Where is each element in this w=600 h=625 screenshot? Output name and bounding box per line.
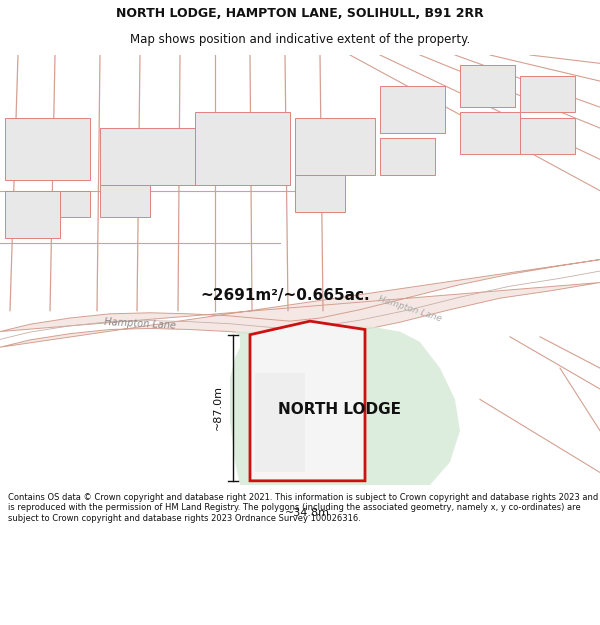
Polygon shape [255, 373, 305, 472]
Bar [520, 118, 575, 154]
Bar [5, 191, 60, 238]
Bar [295, 118, 375, 175]
Text: NORTH LODGE, HAMPTON LANE, SOLIHULL, B91 2RR: NORTH LODGE, HAMPTON LANE, SOLIHULL, B91… [116, 8, 484, 20]
Bar [460, 66, 515, 107]
Bar [380, 139, 435, 175]
Text: NORTH LODGE: NORTH LODGE [278, 402, 401, 418]
Text: ~2691m²/~0.665ac.: ~2691m²/~0.665ac. [200, 288, 370, 302]
Bar [5, 118, 90, 180]
Text: ~87.0m: ~87.0m [213, 385, 223, 430]
Polygon shape [250, 321, 365, 481]
Bar [60, 191, 90, 217]
Bar [100, 186, 150, 217]
Bar [460, 112, 520, 154]
Text: Hampton Lane: Hampton Lane [377, 294, 443, 323]
Polygon shape [230, 326, 460, 485]
Text: ~34.8m: ~34.8m [285, 508, 330, 518]
Bar [100, 128, 195, 186]
Bar [295, 175, 345, 211]
Text: Map shows position and indicative extent of the property.: Map shows position and indicative extent… [130, 33, 470, 46]
Text: Hampton Lane: Hampton Lane [104, 318, 176, 331]
Bar [380, 86, 445, 133]
Bar [520, 76, 575, 112]
Bar [195, 112, 290, 186]
Text: Contains OS data © Crown copyright and database right 2021. This information is : Contains OS data © Crown copyright and d… [8, 493, 598, 522]
Polygon shape [0, 259, 600, 348]
